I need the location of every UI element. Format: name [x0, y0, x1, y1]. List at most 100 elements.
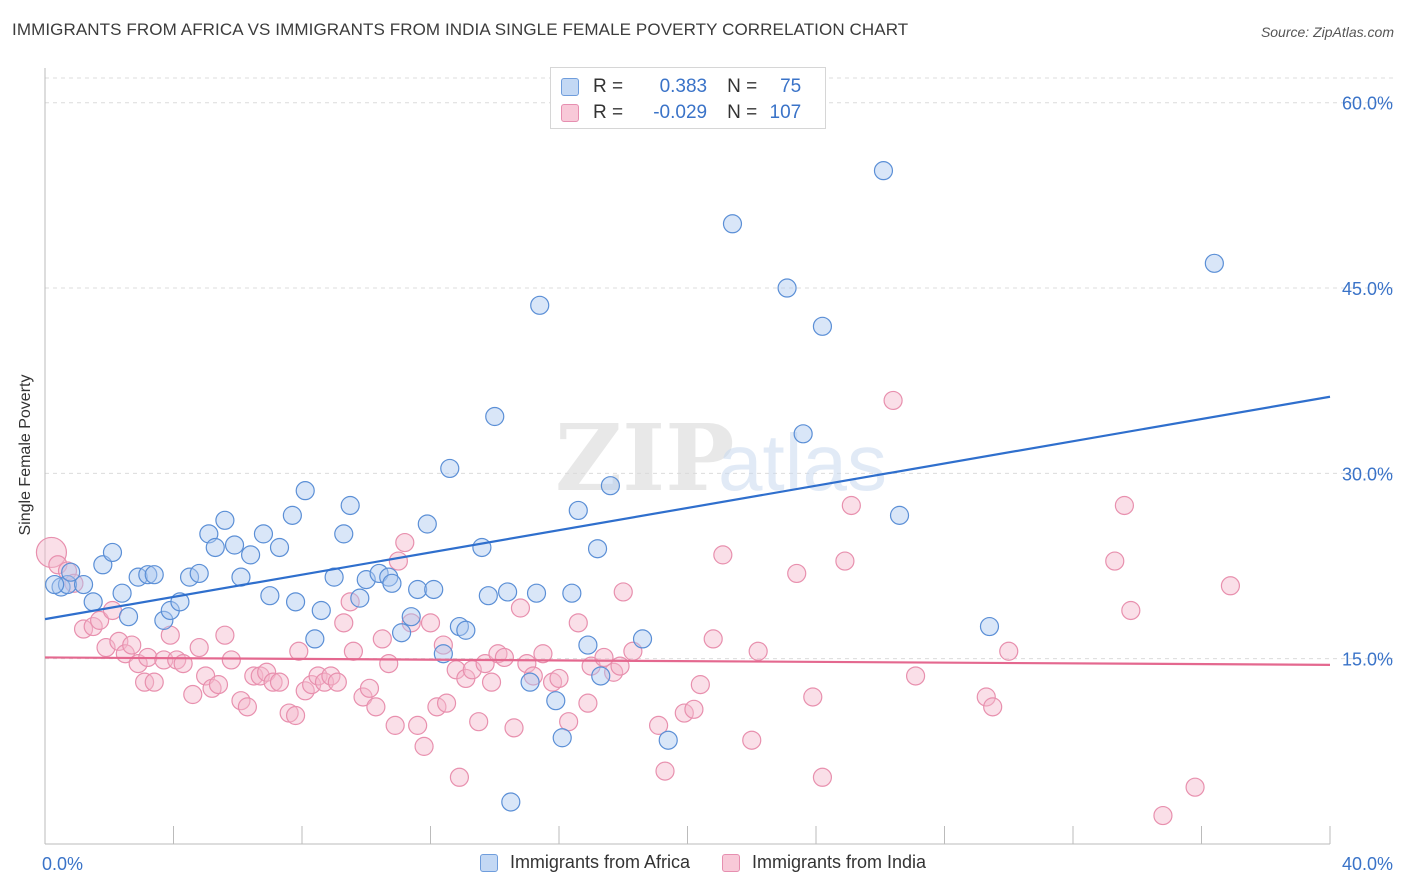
india-point [812, 767, 833, 787]
africa-point [334, 524, 354, 544]
india-point [64, 573, 84, 593]
africa-trend-line [44, 395, 1331, 621]
africa-point [45, 574, 65, 595]
india-point [436, 693, 457, 713]
africa-point [632, 629, 653, 649]
india-r-label: R = [593, 102, 624, 123]
africa-point [408, 579, 428, 600]
india-point [401, 613, 421, 633]
correlation-legend: R = 0.383 N = 75 R = -0.029 N = 107 [550, 67, 826, 129]
india-point [841, 495, 861, 516]
india-point [109, 631, 129, 651]
africa-point [587, 539, 608, 559]
india-point [122, 635, 142, 655]
y-tick-label: 30.0% [1342, 464, 1393, 484]
africa-point [205, 537, 225, 558]
india-point [379, 654, 399, 674]
africa-point [485, 406, 505, 427]
x-tick-label: 0.0% [42, 854, 83, 874]
india-point [388, 551, 408, 571]
india-point [244, 666, 264, 686]
africa-point [118, 607, 139, 627]
africa-point [138, 565, 158, 585]
africa-point [282, 505, 302, 525]
india-point [742, 730, 762, 750]
africa-point [285, 592, 306, 612]
africa-point [478, 586, 498, 606]
india-point [703, 629, 723, 649]
india-point [189, 637, 209, 658]
legend-item-africa: Immigrants from Africa [479, 852, 690, 873]
india-point [905, 666, 926, 686]
india-points [35, 390, 1241, 826]
africa-point [591, 666, 611, 686]
africa-point [658, 730, 678, 750]
india-point [835, 551, 855, 571]
africa-point [578, 635, 598, 655]
india-point [366, 697, 386, 717]
india-point [359, 678, 380, 698]
india-point [578, 693, 598, 713]
india-point [183, 684, 203, 705]
africa-point [102, 542, 123, 563]
africa-point [1204, 253, 1224, 273]
india-swatch [561, 104, 579, 122]
india-point [976, 687, 996, 707]
india-point [559, 712, 579, 732]
africa-point [552, 728, 572, 748]
africa-point [600, 476, 621, 496]
india-point [334, 613, 354, 633]
india-point [883, 390, 903, 411]
india-n-label: N = [727, 102, 758, 123]
india-point [533, 644, 553, 664]
africa-point [546, 691, 566, 711]
india-point [568, 613, 588, 633]
africa-point [144, 565, 164, 585]
africa-point [777, 278, 797, 298]
india-point [713, 545, 733, 565]
watermark-text: ZIP [555, 404, 734, 512]
india-point [1220, 576, 1241, 596]
africa-point [83, 592, 103, 612]
india-point [674, 703, 694, 723]
india-point [257, 662, 277, 682]
africa-point [979, 616, 1000, 637]
india-point [427, 697, 447, 717]
africa-point [401, 607, 421, 627]
india-point [340, 592, 360, 612]
africa-n-label: N = [727, 76, 758, 97]
africa-point [498, 582, 518, 602]
series-legend: Immigrants from Africa Immigrants from I… [0, 852, 1406, 873]
india-point [102, 600, 123, 621]
africa-point [350, 588, 370, 608]
africa-point [189, 563, 209, 584]
africa-point [722, 214, 743, 234]
africa-point [530, 295, 550, 315]
africa-point [369, 563, 389, 584]
legend-row-india: R = -0.029 N = 107 [561, 100, 801, 126]
india-point [1114, 495, 1135, 516]
africa-point [472, 537, 492, 558]
india-point [690, 675, 710, 695]
india-point [90, 610, 110, 630]
legend-row-africa: R = 0.383 N = 75 [561, 74, 801, 100]
india-point [1121, 600, 1141, 621]
india-point [803, 687, 823, 707]
india-point [504, 718, 524, 738]
india-point [221, 650, 241, 670]
india-point [420, 613, 441, 633]
india-point [215, 625, 235, 645]
india-point [327, 672, 347, 692]
africa-point [112, 583, 132, 603]
india-point [684, 699, 704, 719]
india-point [385, 715, 405, 735]
india-point [1153, 805, 1173, 826]
africa-point [61, 562, 81, 582]
africa-point [215, 510, 235, 530]
africa-point [253, 524, 274, 544]
india-point [208, 675, 229, 695]
india-point [1105, 551, 1125, 571]
axes [44, 68, 1331, 845]
africa-point [417, 514, 437, 534]
india-point [372, 629, 392, 649]
